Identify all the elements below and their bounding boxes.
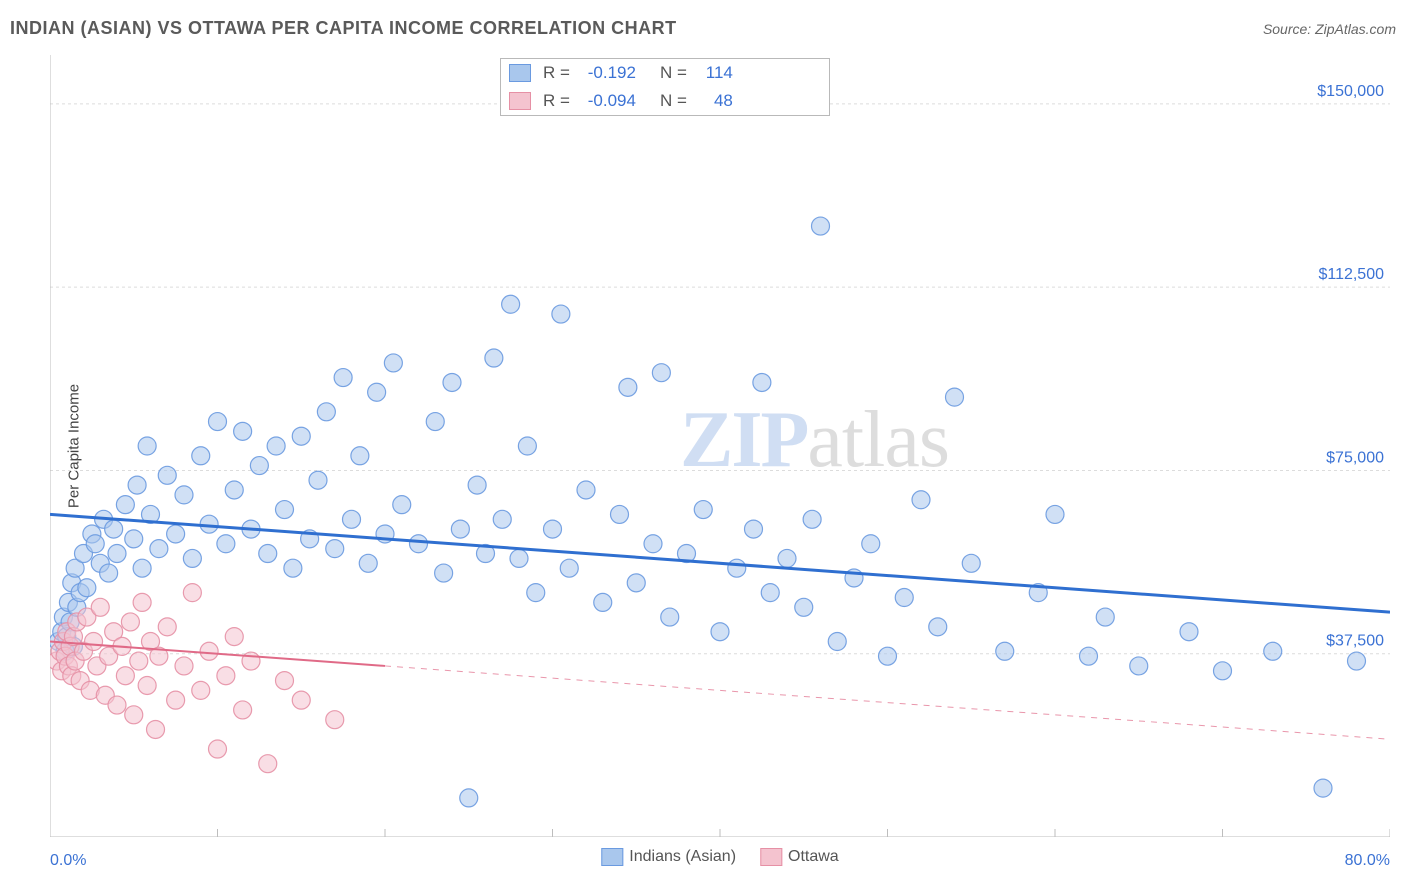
correlation-stats-box: R = -0.192 N = 114 R = -0.094 N = 48 [500,58,830,116]
plot-area: $37,500 $75,000 $112,500 $150,000 R = -0.192… [50,55,1390,837]
scatter-plot: $37,500 $75,000 $112,500 $150,000 [50,55,1390,837]
legend-item: Indians (Asian) [601,848,736,866]
legend-swatch [601,848,623,866]
stat-r-label: R = [543,91,570,111]
svg-text:$150,000: $150,000 [1317,83,1384,100]
x-axis-legend-bar: 0.0% Indians (Asian) Ottawa 80.0% [50,842,1390,886]
legend-item: Ottawa [760,848,839,866]
stat-r-label: R = [543,63,570,83]
stat-n-value: 114 [693,63,733,83]
series-swatch [509,64,531,82]
svg-text:$112,500: $112,500 [1318,266,1384,283]
legend-swatch [760,848,782,866]
chart-title: INDIAN (ASIAN) VS OTTAWA PER CAPITA INCO… [10,18,677,39]
x-axis-max-label: 80.0% [1345,852,1390,870]
stat-n-label: N = [660,91,687,111]
x-axis-min-label: 0.0% [50,852,86,870]
series-swatch [509,92,531,110]
stat-row: R = -0.192 N = 114 [501,59,829,87]
stat-n-label: N = [660,63,687,83]
source-label: Source: ZipAtlas.com [1263,21,1396,37]
stat-r-value: -0.094 [576,91,636,111]
series-legend: Indians (Asian) Ottawa [601,848,838,866]
stat-row: R = -0.094 N = 48 [501,87,829,115]
stat-r-value: -0.192 [576,63,636,83]
stat-n-value: 48 [693,91,733,111]
svg-text:$75,000: $75,000 [1326,449,1384,466]
svg-text:$37,500: $37,500 [1326,633,1384,650]
legend-label: Indians (Asian) [629,848,736,865]
legend-label: Ottawa [788,848,839,865]
